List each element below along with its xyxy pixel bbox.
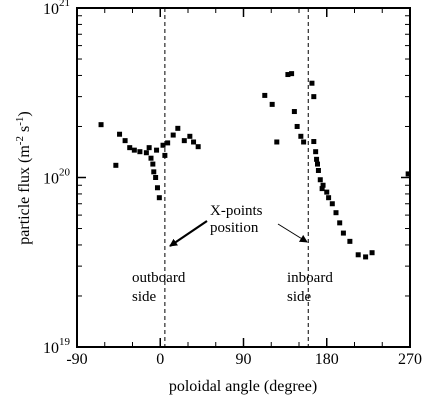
x-tick-label: -90 bbox=[66, 351, 87, 368]
data-point bbox=[405, 171, 411, 177]
data-point bbox=[162, 152, 168, 158]
data-point bbox=[269, 101, 275, 107]
xpoints-label-line1: X-points bbox=[210, 203, 263, 219]
data-point bbox=[301, 139, 307, 145]
y-axis-title-exp2: -1 bbox=[14, 117, 26, 126]
y-tick-label: 1020 bbox=[43, 167, 71, 188]
data-point bbox=[340, 230, 346, 236]
x-tick-label: 180 bbox=[315, 351, 339, 368]
data-point bbox=[191, 139, 197, 145]
data-point bbox=[154, 185, 160, 191]
data-point bbox=[298, 133, 304, 139]
data-point bbox=[151, 169, 157, 175]
data-point bbox=[329, 201, 335, 207]
data-point bbox=[150, 161, 156, 167]
data-point bbox=[117, 131, 123, 137]
y-tick-label-base: 10 bbox=[43, 171, 59, 188]
xpoints-label-line2: position bbox=[210, 220, 259, 236]
x-point-lines bbox=[164, 8, 309, 347]
data-point bbox=[160, 142, 166, 148]
data-point bbox=[291, 109, 297, 115]
inboard-label-line2: side bbox=[287, 289, 312, 305]
data-point bbox=[146, 145, 152, 151]
y-tick-label: 1019 bbox=[43, 336, 71, 357]
y-axis-title-mid: s bbox=[16, 126, 33, 136]
data-point bbox=[131, 147, 137, 153]
data-point bbox=[187, 133, 193, 139]
data-point bbox=[347, 238, 353, 244]
data-point bbox=[337, 220, 343, 226]
y-axis-title-exp1: -2 bbox=[14, 136, 26, 145]
data-point bbox=[274, 139, 280, 145]
plot-frame bbox=[76, 7, 411, 348]
inboard-label-line1: inboard bbox=[287, 270, 333, 286]
data-point bbox=[355, 252, 361, 258]
x-tick-label: 0 bbox=[156, 351, 164, 368]
y-tick-label-base: 10 bbox=[43, 1, 59, 18]
data-point bbox=[262, 92, 268, 98]
arrow-to-inboard-xpoint bbox=[277, 223, 308, 243]
y-tick-label-exp: 20 bbox=[59, 167, 71, 179]
data-point bbox=[319, 186, 325, 192]
data-point bbox=[363, 254, 369, 260]
data-point bbox=[156, 195, 162, 201]
data-point bbox=[289, 71, 295, 77]
y-axis-title-base: particle flux (m bbox=[16, 145, 33, 245]
data-points bbox=[98, 71, 411, 260]
data-point bbox=[317, 177, 323, 183]
y-axis-title-end: ) bbox=[16, 111, 33, 116]
data-point bbox=[309, 80, 315, 86]
data-point bbox=[294, 123, 300, 129]
data-point bbox=[127, 145, 133, 151]
outboard-label-line2: side bbox=[132, 289, 157, 305]
x-tick-label: 270 bbox=[398, 351, 422, 368]
data-point bbox=[165, 140, 171, 146]
x-tick-label: 90 bbox=[236, 351, 252, 368]
data-point bbox=[195, 144, 201, 150]
arrow-to-outboard-xpoint bbox=[169, 220, 208, 247]
data-point bbox=[175, 125, 181, 131]
data-point bbox=[369, 250, 375, 256]
data-point bbox=[137, 149, 143, 155]
data-point bbox=[154, 147, 160, 153]
data-point bbox=[122, 138, 128, 144]
data-point bbox=[170, 132, 176, 138]
data-point bbox=[313, 149, 319, 155]
data-point bbox=[314, 156, 320, 162]
data-point bbox=[285, 72, 291, 78]
data-point bbox=[311, 94, 317, 100]
data-point bbox=[153, 175, 159, 180]
data-point bbox=[324, 189, 330, 195]
data-point bbox=[320, 182, 326, 188]
data-point bbox=[315, 167, 321, 173]
y-tick-label-base: 10 bbox=[43, 340, 59, 357]
data-point bbox=[143, 150, 149, 156]
outboard-label-line1: outboard bbox=[132, 270, 186, 286]
x-axis-title: poloidal angle (degree) bbox=[169, 378, 317, 395]
data-point bbox=[113, 162, 119, 168]
data-point bbox=[98, 122, 104, 128]
data-point bbox=[148, 155, 154, 161]
y-tick-label-exp: 21 bbox=[59, 0, 70, 9]
data-point bbox=[333, 210, 339, 216]
y-tick-label-exp: 19 bbox=[59, 336, 71, 348]
data-point bbox=[311, 139, 317, 145]
data-point bbox=[326, 195, 332, 201]
y-axis-title: particle flux (m-2 s-1) bbox=[14, 111, 33, 244]
data-point bbox=[181, 138, 187, 144]
data-point bbox=[315, 161, 320, 167]
y-tick-label: 1021 bbox=[43, 0, 70, 18]
